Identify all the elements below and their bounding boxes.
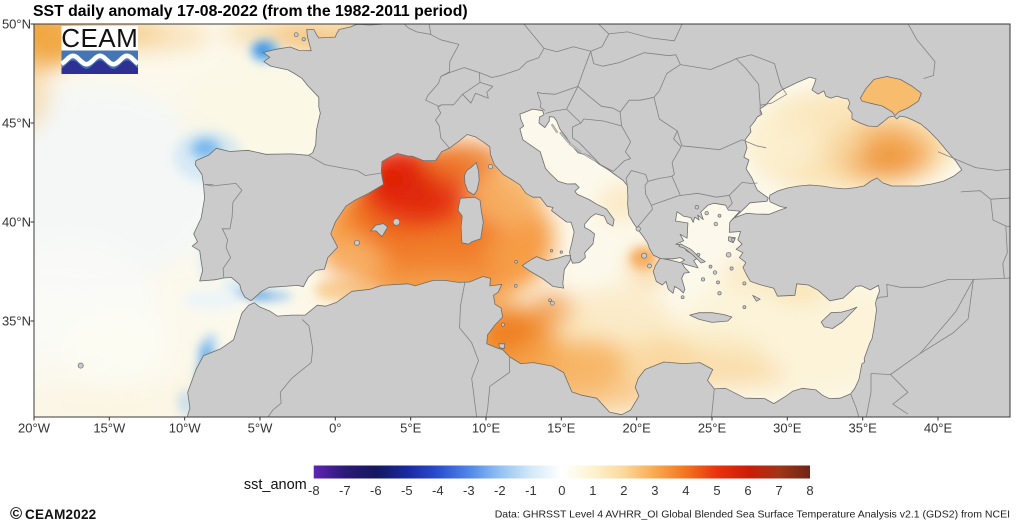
svg-text:5°W: 5°W: [248, 421, 273, 436]
svg-text:5: 5: [713, 483, 720, 498]
svg-text:10°W: 10°W: [169, 421, 202, 436]
svg-text:-2: -2: [494, 483, 506, 498]
svg-text:35°N: 35°N: [2, 314, 31, 329]
svg-text:15°E: 15°E: [547, 421, 576, 436]
svg-text:50°N: 50°N: [2, 17, 31, 32]
svg-text:6: 6: [744, 483, 751, 498]
svg-text:25°E: 25°E: [698, 421, 727, 436]
svg-text:8: 8: [806, 483, 813, 498]
svg-text:5°E: 5°E: [400, 421, 421, 436]
svg-text:SST daily anomaly 17-08-2022 (: SST daily anomaly 17-08-2022 (from the 1…: [33, 3, 468, 20]
svg-text:4: 4: [682, 483, 689, 498]
svg-text:7: 7: [775, 483, 782, 498]
svg-text:35°E: 35°E: [849, 421, 878, 436]
svg-text:30°E: 30°E: [773, 421, 802, 436]
svg-text:CEAM2022: CEAM2022: [25, 507, 96, 522]
svg-text:0°: 0°: [329, 421, 341, 436]
svg-text:1: 1: [589, 483, 596, 498]
svg-text:20°W: 20°W: [18, 421, 51, 436]
svg-text:15°W: 15°W: [93, 421, 126, 436]
svg-text:40°N: 40°N: [2, 215, 31, 230]
svg-text:-6: -6: [370, 483, 382, 498]
svg-text:-4: -4: [432, 483, 444, 498]
svg-text:20°E: 20°E: [623, 421, 652, 436]
svg-text:Data: GHRSST Level 4 AVHRR_OI: Data: GHRSST Level 4 AVHRR_OI Global Ble…: [495, 509, 1010, 521]
svg-text:45°N: 45°N: [2, 116, 31, 131]
svg-text:-5: -5: [401, 483, 413, 498]
svg-text:40°E: 40°E: [924, 421, 953, 436]
svg-text:2: 2: [620, 483, 627, 498]
svg-text:-7: -7: [339, 483, 351, 498]
svg-text:-1: -1: [525, 483, 537, 498]
svg-text:CEAM: CEAM: [61, 23, 138, 53]
svg-text:©: ©: [10, 505, 22, 523]
svg-text:-8: -8: [308, 483, 320, 498]
svg-text:10°E: 10°E: [472, 421, 501, 436]
svg-text:sst_anom: sst_anom: [244, 477, 307, 493]
svg-text:3: 3: [651, 483, 658, 498]
svg-text:0: 0: [558, 483, 565, 498]
svg-text:-3: -3: [463, 483, 475, 498]
